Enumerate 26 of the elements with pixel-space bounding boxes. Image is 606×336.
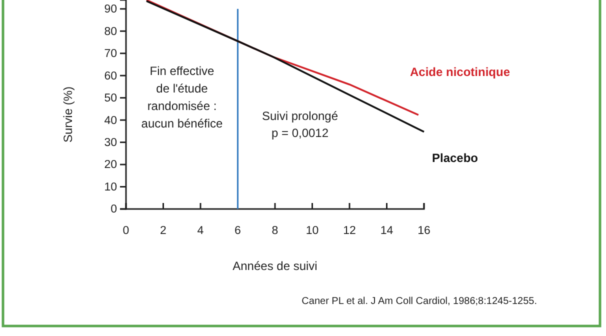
x-tick-label: 0: [122, 224, 130, 237]
y-tick-label: 90: [104, 4, 117, 16]
x-tick-label: 16: [418, 224, 430, 237]
x-axis-title: Années de suivi: [232, 259, 318, 273]
x-tick-label: 2: [160, 224, 166, 237]
series-label: Placebo: [432, 151, 478, 165]
x-tick-label: 12: [343, 224, 356, 237]
y-tick-label: 80: [104, 26, 117, 38]
annotation: Suivi prolongé p = 0,0012: [262, 109, 338, 140]
y-tick-label: 70: [104, 48, 117, 60]
y-tick-label: 20: [104, 159, 117, 172]
x-tick-label: 8: [272, 224, 278, 237]
x-tick-label: 14: [380, 224, 394, 237]
y-tick-label: 60: [104, 70, 117, 82]
x-tick-label: 4: [197, 224, 204, 237]
annotation: Fin effective de l'étude randomisée : aucun bénéfice: [141, 64, 224, 130]
x-tick-label: 6: [234, 224, 241, 237]
text: Acide nicotinique: [410, 65, 510, 79]
y-axis-title: Survie (%): [61, 86, 75, 143]
y-tick-label: 10: [104, 181, 117, 194]
y-tick-label: 50: [104, 92, 117, 105]
y-tick-label: 0: [110, 204, 117, 216]
y-tick-label: 30: [104, 136, 117, 149]
y-tick-label: 40: [104, 114, 117, 127]
text: Caner PL et al. J Am Coll Cardiol, 1986;8:1245-1255.: [302, 296, 537, 307]
x-tick-label: 10: [306, 224, 319, 237]
